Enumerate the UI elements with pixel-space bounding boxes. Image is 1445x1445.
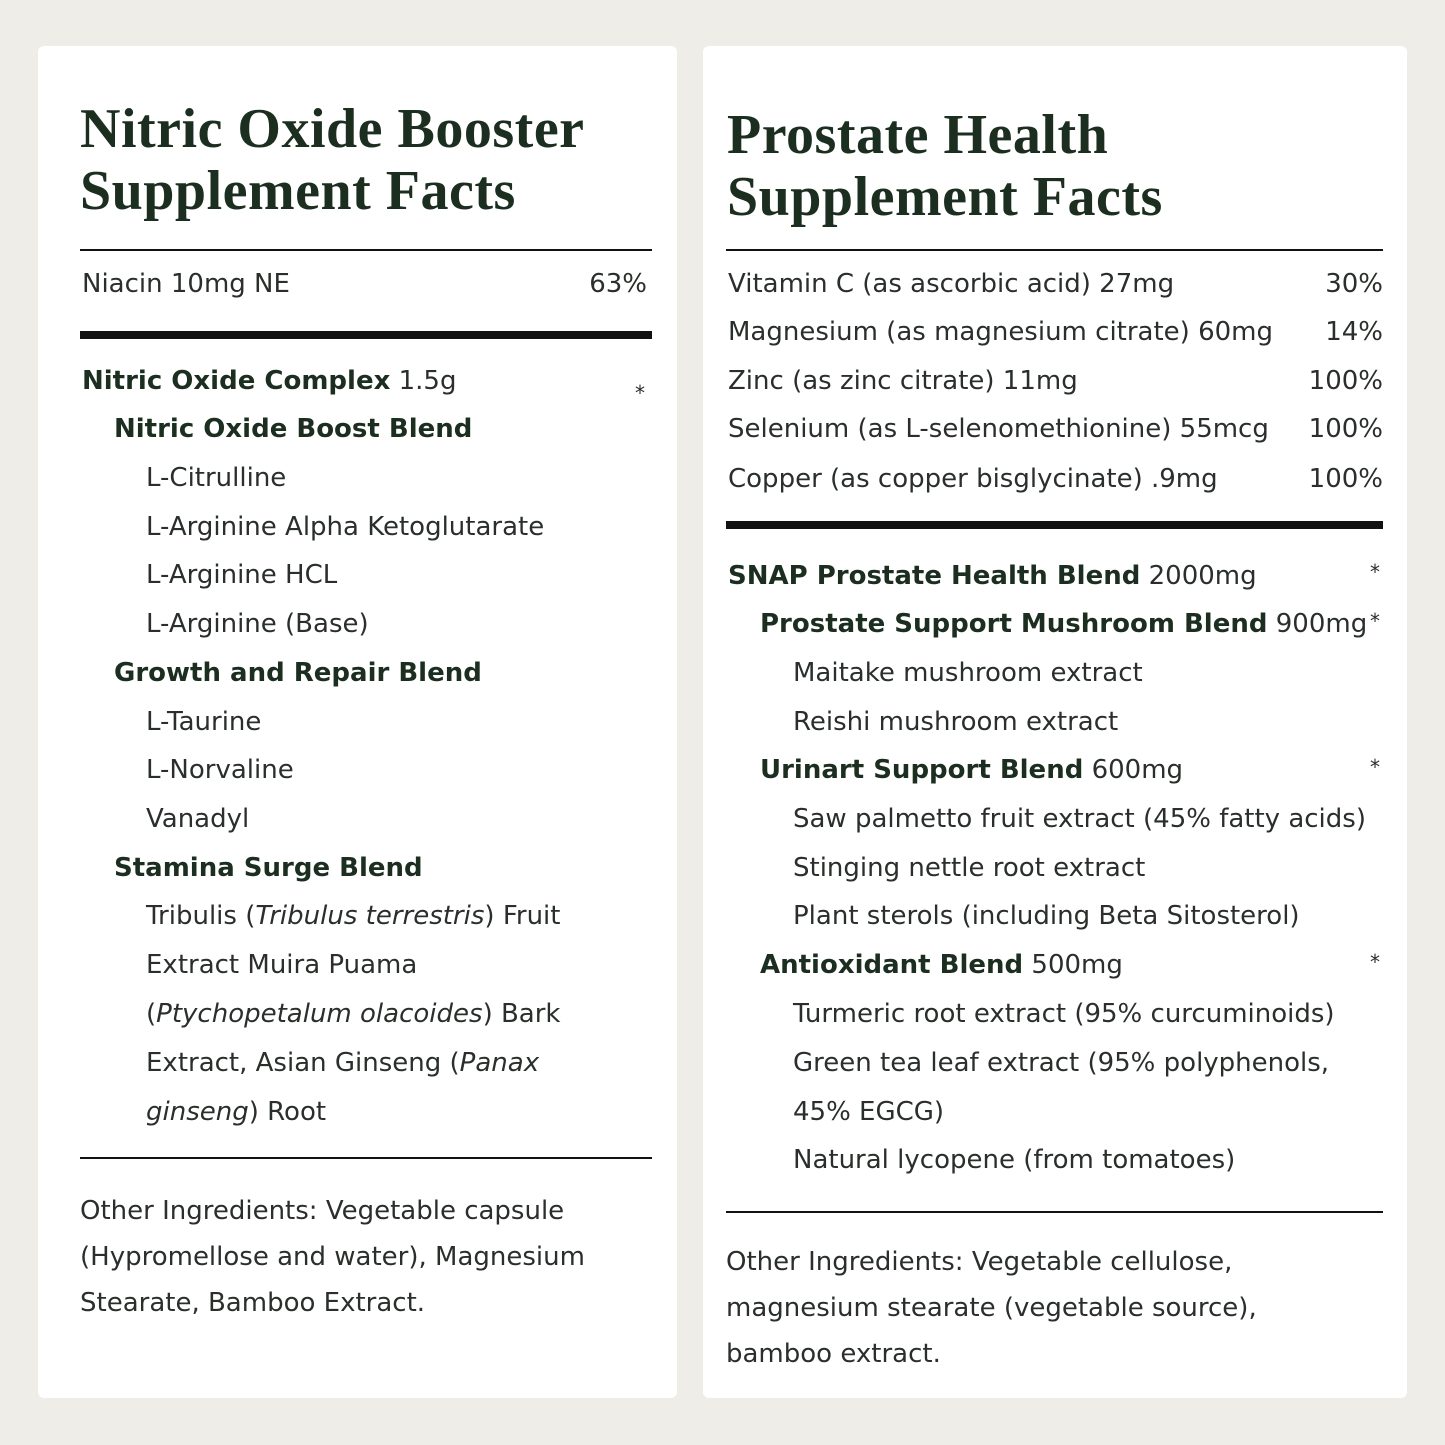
- other-line: Other Ingredients: Vegetable cellulose,: [726, 1247, 1233, 1277]
- divider: [726, 1211, 1383, 1213]
- other-line: Other Ingredients: Vegetable capsule: [80, 1196, 565, 1226]
- daily-value: 14%: [1325, 317, 1383, 347]
- ingredient: Natural lycopene (from tomatoes): [793, 1145, 1236, 1175]
- latin-name: Ptychopetalum olacoides: [156, 999, 483, 1029]
- other-ingredients: Other Ingredients: Vegetable cellulose, …: [726, 1239, 1257, 1377]
- blend-amount: 600mg: [1091, 755, 1184, 785]
- other-line: (Hypromellose and water), Magnesium: [80, 1242, 585, 1272]
- latin-name: Panax: [459, 1048, 540, 1078]
- text: ) Bark: [482, 999, 561, 1029]
- ingredient-text: (Ptychopetalum olacoides) Bark: [146, 996, 561, 1032]
- blend-amount: 500mg: [1031, 950, 1123, 980]
- ingredient: 45% EGCG): [793, 1097, 945, 1127]
- main-blend-row: SNAP Prostate Health Blend 2000mg: [728, 558, 1257, 594]
- blend-name: Stamina Surge Blend: [114, 853, 423, 883]
- text: Tribulis (: [146, 901, 256, 931]
- ingredient: L-Taurine: [146, 707, 262, 737]
- blend-name: Growth and Repair Blend: [114, 658, 482, 688]
- vitamin-name: Selenium (as L-selenomethionine) 55mcg: [728, 414, 1269, 444]
- latin-name: ginseng: [146, 1097, 249, 1127]
- ingredient: L-Arginine Alpha Ketoglutarate: [146, 512, 545, 542]
- blend-name: SNAP Prostate Health Blend: [728, 561, 1141, 591]
- latin-name: Tribulus terrestris: [255, 901, 485, 931]
- complex-name: Nitric Oxide Complex: [82, 366, 391, 396]
- daily-value: 100%: [1308, 366, 1383, 396]
- ingredient: Green tea leaf extract (95% polyphenols,: [793, 1048, 1330, 1078]
- text: (: [146, 999, 157, 1029]
- right-title: Prostate Health Supplement Facts: [727, 104, 1163, 228]
- prostate-health-card: [703, 46, 1407, 1398]
- blend-name: Prostate Support Mushroom Blend: [760, 609, 1268, 639]
- divider: [80, 1157, 652, 1159]
- divider: [80, 249, 652, 251]
- ingredient: Plant sterols (including Beta Sitosterol…: [793, 901, 1300, 931]
- vitamin-name: Copper (as copper bisglycinate) .9mg: [728, 464, 1218, 494]
- vitamin-name: Zinc (as zinc citrate) 11mg: [728, 366, 1078, 396]
- title-line: Supplement Facts: [727, 166, 1163, 228]
- ingredient: Vanadyl: [146, 804, 250, 834]
- daily-value: 63%: [589, 269, 647, 299]
- daily-value: 30%: [1325, 269, 1383, 299]
- text: ) Fruit: [484, 901, 561, 931]
- ingredient: Stinging nettle root extract: [793, 853, 1146, 883]
- other-ingredients: Other Ingredients: Vegetable capsule (Hy…: [80, 1188, 585, 1326]
- blend-row: Prostate Support Mushroom Blend 900mg: [760, 606, 1367, 642]
- ingredient-text: Extract Muira Puama: [146, 950, 418, 980]
- title-line: Supplement Facts: [80, 160, 516, 222]
- thick-divider: [80, 331, 652, 339]
- ingredient: L-Norvaline: [146, 755, 294, 785]
- ingredient: L-Arginine HCL: [146, 560, 338, 590]
- divider: [726, 249, 1383, 251]
- blend-dv: *: [1370, 560, 1380, 584]
- thick-divider: [726, 521, 1383, 529]
- blend-name: Antioxidant Blend: [760, 950, 1024, 980]
- blend-amount: 900mg: [1275, 609, 1368, 639]
- left-title: Nitric Oxide Booster Supplement Facts: [80, 98, 585, 222]
- text: Extract, Asian Ginseng (: [146, 1048, 460, 1078]
- ingredient: Reishi mushroom extract: [793, 707, 1119, 737]
- text: ) Root: [248, 1097, 327, 1127]
- complex-amount: 1.5g: [398, 366, 457, 396]
- blend-row: Antioxidant Blend 500mg: [760, 947, 1123, 983]
- complex-row: Nitric Oxide Complex 1.5g: [82, 363, 456, 399]
- other-line: magnesium stearate (vegetable source),: [726, 1293, 1257, 1323]
- ingredient-text: Tribulis (Tribulus terrestris) Fruit: [146, 898, 560, 934]
- ingredient: Maitake mushroom extract: [793, 658, 1143, 688]
- blend-name: Urinart Support Blend: [760, 755, 1084, 785]
- other-line: bamboo extract.: [726, 1339, 941, 1369]
- nitric-oxide-card: [38, 46, 677, 1398]
- vitamin-name: Niacin 10mg NE: [82, 269, 290, 299]
- ingredient: L-Citrulline: [146, 463, 287, 493]
- ingredient: Saw palmetto fruit extract (45% fatty ac…: [793, 804, 1366, 834]
- vitamin-name: Vitamin C (as ascorbic acid) 27mg: [728, 269, 1175, 299]
- blend-dv: *: [1370, 950, 1380, 974]
- blend-row: Urinart Support Blend 600mg: [760, 752, 1183, 788]
- blend-dv: *: [1370, 609, 1380, 633]
- blend-name: Nitric Oxide Boost Blend: [114, 414, 473, 444]
- blend-dv: *: [1370, 755, 1380, 779]
- title-line: Nitric Oxide Booster: [80, 98, 585, 160]
- other-line: Stearate, Bamboo Extract.: [80, 1288, 426, 1318]
- ingredient: L-Arginine (Base): [146, 609, 369, 639]
- daily-value: 100%: [1308, 414, 1383, 444]
- daily-value: 100%: [1308, 464, 1383, 494]
- complex-dv: *: [635, 381, 645, 405]
- ingredient-text: Extract, Asian Ginseng (Panax: [146, 1045, 539, 1081]
- blend-amount: 2000mg: [1148, 561, 1257, 591]
- ingredient: Turmeric root extract (95% curcuminoids): [793, 999, 1335, 1029]
- vitamin-name: Magnesium (as magnesium citrate) 60mg: [728, 317, 1273, 347]
- title-line: Prostate Health: [727, 104, 1109, 166]
- ingredient-text: ginseng) Root: [146, 1094, 326, 1130]
